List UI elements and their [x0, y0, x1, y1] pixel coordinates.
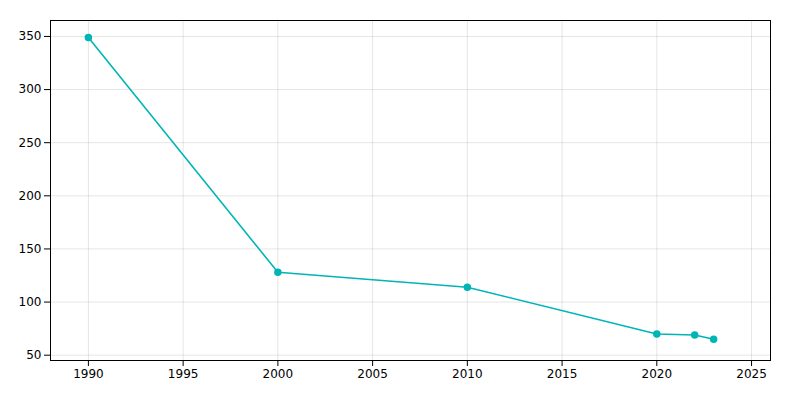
svg-text:1990: 1990	[73, 367, 104, 381]
svg-text:150: 150	[19, 242, 42, 256]
svg-text:2015: 2015	[547, 367, 578, 381]
svg-text:2005: 2005	[357, 367, 388, 381]
svg-text:1995: 1995	[168, 367, 199, 381]
svg-text:250: 250	[19, 136, 42, 150]
svg-text:100: 100	[19, 295, 42, 309]
svg-text:300: 300	[19, 82, 42, 96]
svg-text:50: 50	[26, 348, 41, 362]
svg-text:2025: 2025	[736, 367, 767, 381]
svg-text:2000: 2000	[263, 367, 294, 381]
svg-text:2020: 2020	[642, 367, 673, 381]
svg-text:350: 350	[19, 29, 42, 43]
svg-text:2010: 2010	[452, 367, 483, 381]
svg-text:200: 200	[19, 189, 42, 203]
